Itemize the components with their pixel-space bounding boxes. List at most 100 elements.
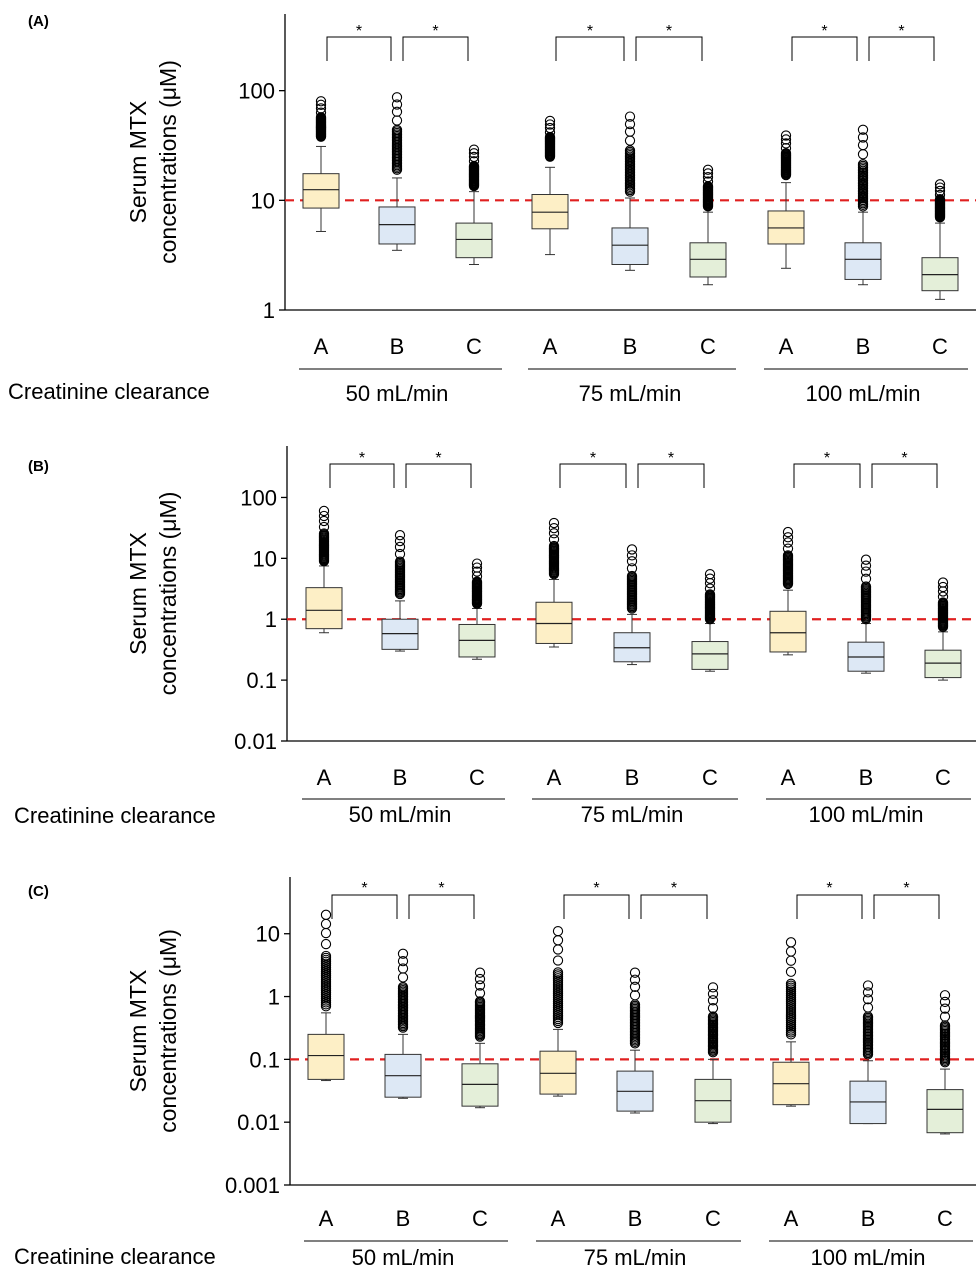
panel-c: (C) Serum MTX concentrations (μM) 0.001 0.01… — [14, 877, 976, 1270]
box-a-group1 — [305, 505, 343, 634]
iqr-box — [381, 618, 419, 650]
outlier-point — [315, 107, 327, 118]
category-label: B — [628, 1206, 643, 1231]
outlier-point — [785, 966, 797, 977]
significance-bracket — [559, 463, 627, 488]
box-b-group3 — [847, 554, 885, 674]
outlier-point — [782, 543, 794, 554]
outlier-point — [474, 996, 486, 1007]
box-b-group3 — [844, 124, 882, 286]
outlier-point — [707, 982, 719, 993]
category-label: A — [547, 765, 562, 790]
group-label: 75 mL/min — [579, 381, 682, 406]
box-c-group2 — [691, 568, 729, 672]
iqr-box — [689, 242, 727, 278]
outlier-point — [939, 996, 951, 1008]
outlier-point — [320, 938, 332, 950]
outlier-point — [552, 967, 564, 978]
outlier-point — [780, 138, 792, 149]
significance-star: * — [903, 880, 909, 897]
outlier-point — [397, 955, 409, 967]
significance-star: * — [821, 23, 827, 40]
significance-bracket — [331, 894, 398, 919]
outlier-point — [785, 978, 797, 989]
category-label: C — [932, 334, 948, 359]
outlier-point — [474, 980, 486, 991]
group-label: 50 mL/min — [349, 802, 452, 827]
outlier-point — [474, 973, 486, 985]
outlier-point — [318, 515, 330, 527]
category-label: A — [543, 334, 558, 359]
significance-star: * — [826, 880, 832, 897]
outlier-point — [394, 535, 406, 547]
outlier-point — [391, 115, 403, 126]
outlier-point — [320, 909, 332, 920]
outlier-point — [780, 148, 792, 159]
y-tick-label: 0.001 — [225, 1173, 280, 1198]
panel-label: (A) — [28, 13, 49, 30]
outlier-point — [939, 1003, 951, 1014]
outlier-point — [544, 119, 556, 130]
box-a-group3 — [767, 130, 805, 269]
outlier-point — [624, 126, 636, 137]
iqr-box — [302, 173, 340, 209]
outlier-point — [782, 550, 794, 561]
iqr-box — [844, 242, 882, 280]
box-c-group1 — [461, 967, 499, 1109]
category-label: B — [396, 1206, 411, 1231]
box-a-group2 — [535, 517, 573, 648]
y-tick-label: 10 — [256, 922, 280, 947]
y-tick-label: 0.01 — [237, 1110, 280, 1135]
significance-star: * — [824, 450, 830, 467]
box-b-group2 — [613, 544, 651, 666]
category-label: B — [623, 334, 638, 359]
outlier-point — [315, 96, 327, 107]
iqr-box — [924, 649, 962, 679]
category-label: B — [390, 334, 405, 359]
y-tick-label: 10 — [251, 188, 275, 213]
box-b-group1 — [384, 948, 422, 1099]
outlier-point — [315, 103, 327, 114]
outlier-point — [391, 92, 403, 103]
outlier-point — [315, 99, 327, 110]
group-label: 50 mL/min — [352, 1245, 455, 1270]
outlier-point — [548, 517, 560, 529]
box-a-group3 — [769, 526, 807, 656]
iqr-box — [305, 587, 343, 630]
box-b-group2 — [611, 111, 649, 271]
outlier-point — [937, 581, 949, 593]
category-label: C — [469, 765, 485, 790]
significance-star: * — [438, 880, 444, 897]
outlier-point — [626, 570, 638, 582]
outlier-point — [707, 988, 719, 1000]
outlier-point — [471, 566, 483, 577]
panel-label: (C) — [28, 883, 49, 900]
outlier-point — [548, 534, 560, 545]
outlier-point — [626, 556, 638, 567]
outlier-point — [857, 132, 869, 143]
outlier-point — [391, 106, 403, 117]
significance-star: * — [587, 23, 593, 40]
outlier-point — [862, 994, 874, 1005]
outlier-point — [934, 185, 946, 197]
iqr-box — [926, 1089, 964, 1134]
significance-star: * — [435, 450, 441, 467]
outlier-point — [318, 528, 330, 539]
iqr-box — [307, 1033, 345, 1080]
box-c-group2 — [689, 164, 727, 286]
x-axis-title: Creatinine clearance — [8, 379, 210, 404]
category-label: A — [551, 1206, 566, 1231]
iqr-box — [611, 227, 649, 265]
outlier-point — [702, 176, 714, 187]
category-label: C — [472, 1206, 488, 1231]
box-c-group3 — [921, 179, 959, 300]
category-label: B — [393, 765, 408, 790]
y-tick-label: 100 — [240, 485, 277, 510]
outlier-point — [552, 955, 564, 966]
significance-bracket — [873, 894, 940, 919]
outlier-point — [860, 581, 872, 592]
y-axis-label: concentrations (μM) — [155, 492, 181, 696]
panel-a: (A) Serum MTX concentrations (μM) 1 10 100 * * *… — [8, 13, 976, 406]
significance-bracket — [555, 36, 625, 61]
significance-star: * — [901, 450, 907, 467]
